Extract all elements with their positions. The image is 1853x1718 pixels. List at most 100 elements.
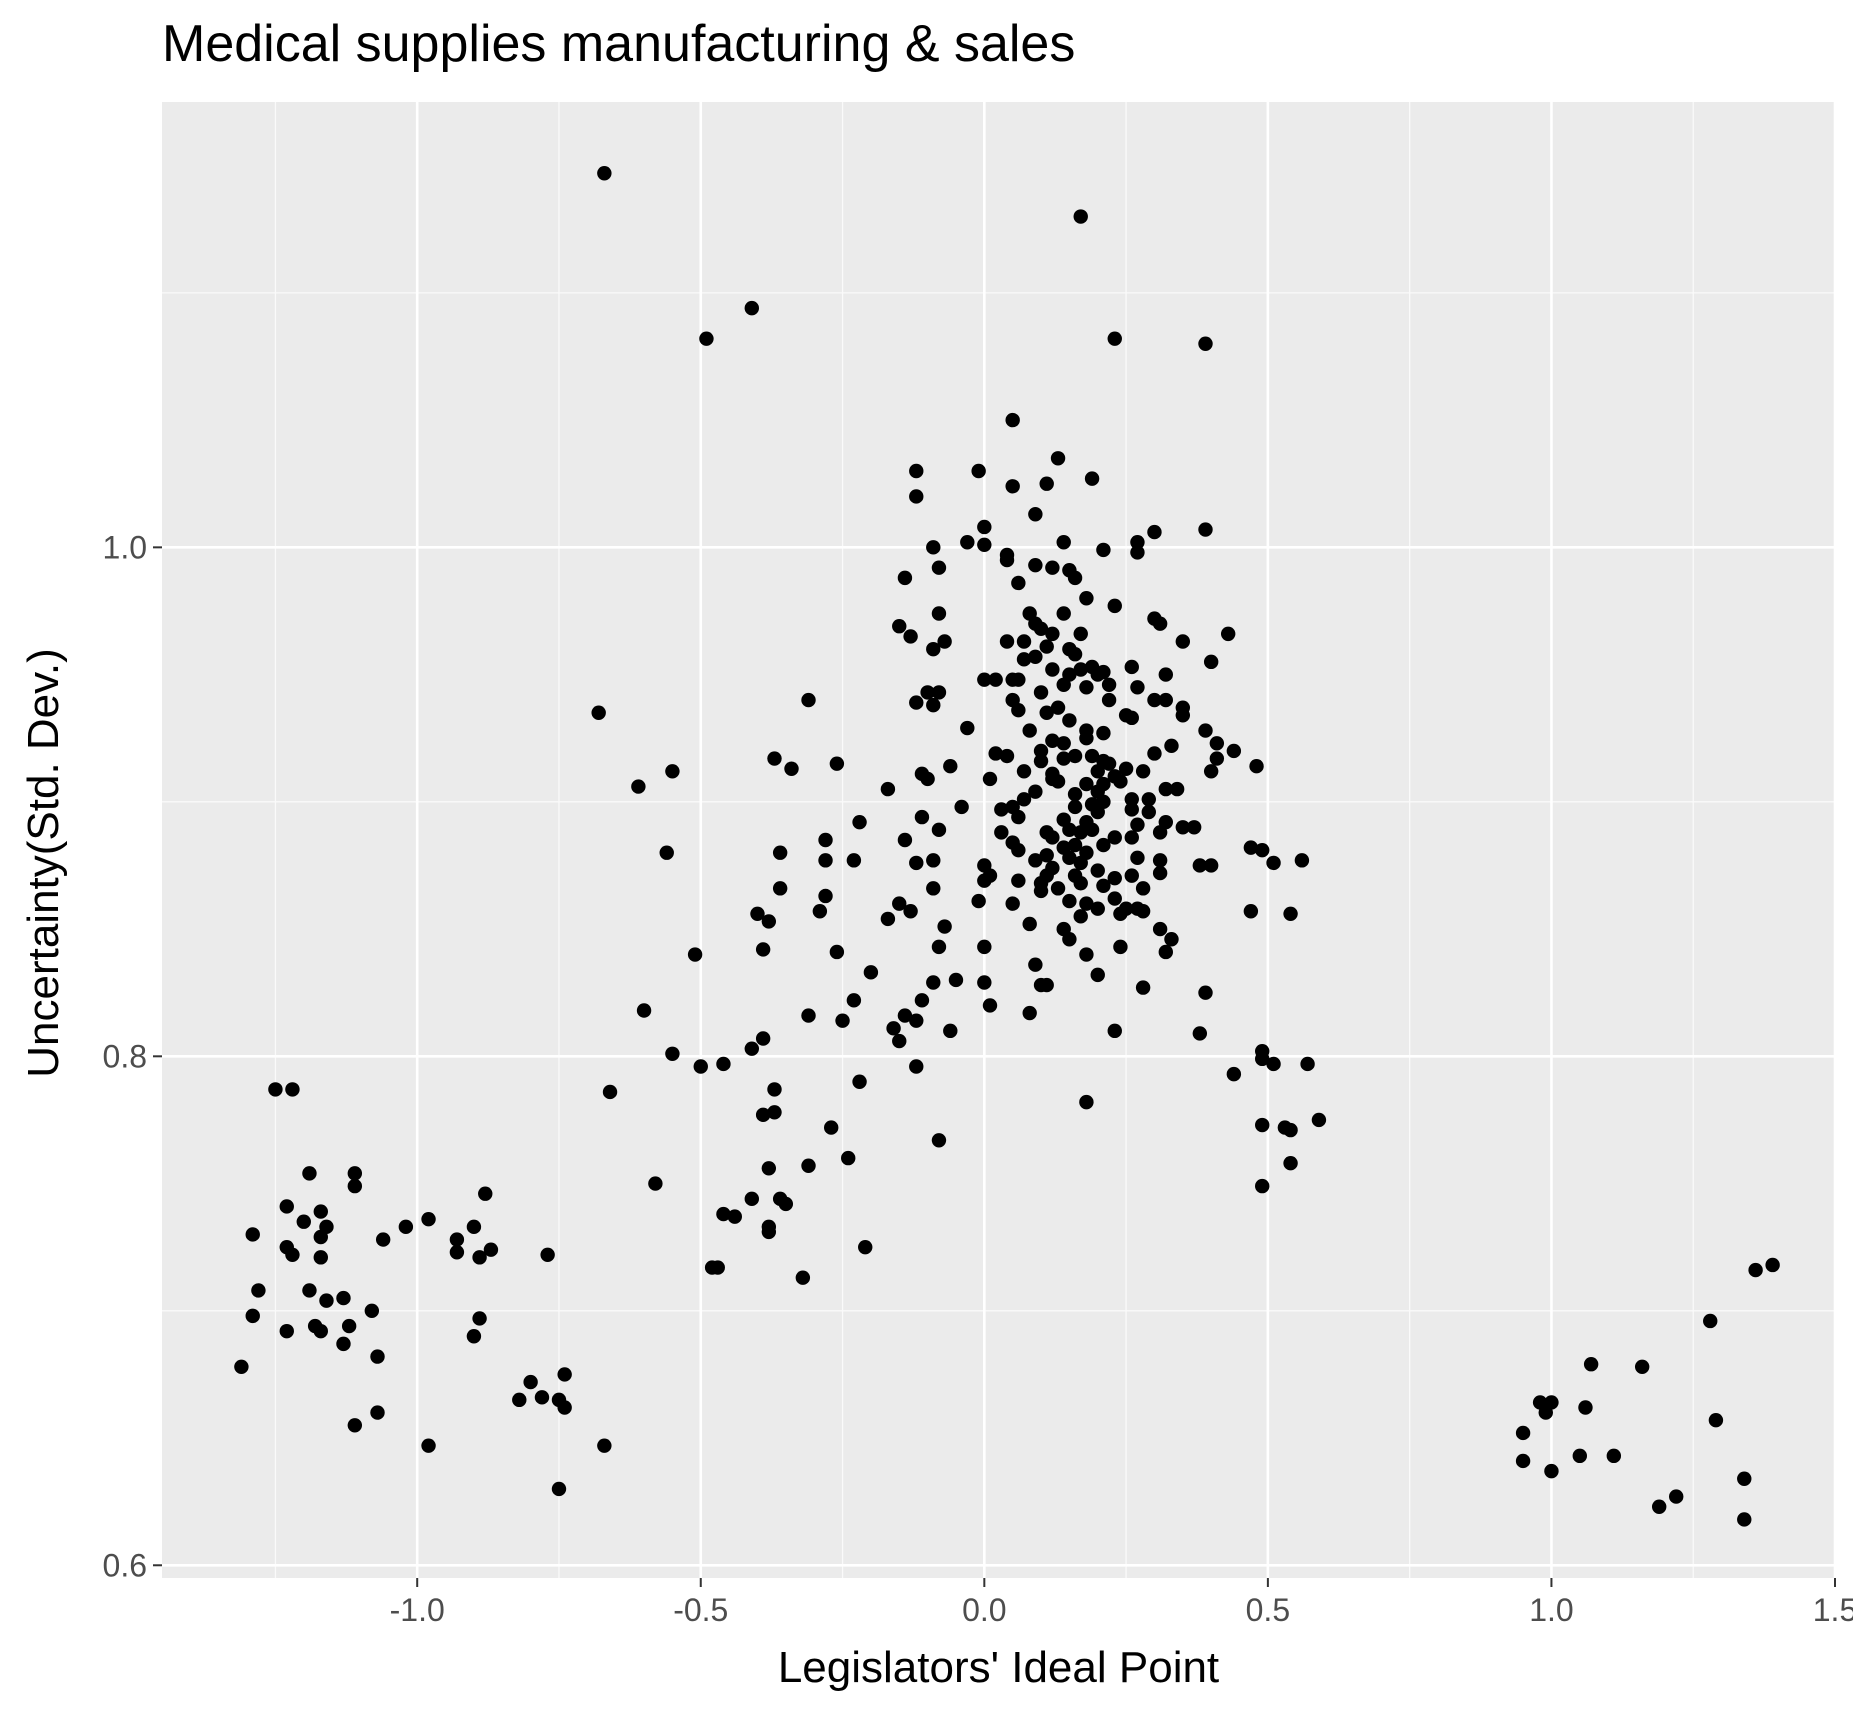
data-point bbox=[1039, 977, 1054, 993]
data-point bbox=[1079, 1094, 1094, 1110]
data-point bbox=[1209, 751, 1225, 766]
data-point bbox=[1028, 784, 1043, 799]
data-point bbox=[801, 1008, 816, 1023]
data-point bbox=[926, 540, 941, 555]
data-point bbox=[1243, 840, 1259, 855]
data-point bbox=[977, 873, 992, 888]
data-point bbox=[914, 993, 930, 1008]
data-point bbox=[903, 904, 918, 919]
data-point bbox=[313, 1250, 328, 1265]
data-point bbox=[1283, 1155, 1298, 1171]
data-point bbox=[1033, 743, 1049, 759]
data-point bbox=[897, 1008, 913, 1023]
data-point bbox=[1005, 896, 1020, 911]
data-point bbox=[336, 1336, 351, 1352]
data-point bbox=[931, 560, 947, 575]
x-tick-label: -1.0 bbox=[390, 1592, 445, 1628]
data-point bbox=[1056, 677, 1071, 692]
data-point bbox=[960, 720, 975, 736]
data-point bbox=[285, 1082, 300, 1097]
data-point bbox=[988, 746, 1003, 761]
data-point bbox=[1084, 748, 1100, 764]
data-point bbox=[398, 1219, 414, 1235]
data-point bbox=[540, 1247, 555, 1263]
data-point bbox=[1124, 792, 1139, 807]
data-point bbox=[597, 1438, 612, 1453]
plot-panel bbox=[162, 102, 1835, 1578]
data-point bbox=[1107, 830, 1122, 845]
data-point bbox=[778, 1196, 794, 1212]
data-point bbox=[1090, 901, 1105, 916]
data-point bbox=[1011, 672, 1026, 687]
data-point bbox=[313, 1229, 328, 1245]
data-point bbox=[977, 537, 992, 552]
data-point bbox=[1033, 685, 1049, 700]
data-point bbox=[761, 1224, 777, 1240]
data-point bbox=[1538, 1405, 1553, 1420]
data-point bbox=[1039, 705, 1054, 720]
data-point bbox=[347, 1166, 363, 1181]
data-point bbox=[1226, 743, 1242, 759]
data-point bbox=[937, 919, 952, 934]
data-point bbox=[1011, 703, 1026, 718]
data-point bbox=[1096, 837, 1111, 853]
data-point bbox=[1135, 980, 1151, 995]
y-tick-label: 0.8 bbox=[103, 1038, 147, 1074]
data-point bbox=[336, 1290, 351, 1306]
data-point bbox=[483, 1242, 499, 1257]
data-point bbox=[1634, 1359, 1650, 1374]
data-point bbox=[1583, 1357, 1599, 1372]
data-point bbox=[659, 845, 674, 860]
data-point bbox=[772, 881, 788, 896]
data-point bbox=[852, 1074, 867, 1089]
data-point bbox=[1130, 535, 1145, 550]
data-point bbox=[1062, 822, 1077, 838]
data-point bbox=[795, 1270, 811, 1285]
data-point bbox=[466, 1219, 482, 1235]
data-point bbox=[1515, 1453, 1531, 1469]
data-point bbox=[602, 1084, 618, 1100]
data-point bbox=[1028, 957, 1043, 972]
data-point bbox=[1090, 804, 1105, 820]
data-point bbox=[909, 855, 924, 871]
data-point bbox=[999, 748, 1015, 764]
data-point bbox=[1022, 916, 1037, 932]
data-point bbox=[472, 1250, 487, 1265]
data-point bbox=[1283, 1122, 1298, 1138]
data-point bbox=[693, 1059, 708, 1074]
data-point bbox=[1096, 725, 1111, 741]
data-point bbox=[648, 1176, 663, 1191]
data-point bbox=[1045, 830, 1060, 845]
data-point bbox=[812, 904, 828, 919]
data-point bbox=[1028, 507, 1043, 522]
y-tick-label: 0.6 bbox=[103, 1547, 147, 1583]
data-point bbox=[1016, 792, 1032, 807]
data-point bbox=[1765, 1257, 1780, 1273]
data-point bbox=[1073, 909, 1088, 924]
data-point bbox=[761, 914, 777, 929]
data-point bbox=[1079, 896, 1094, 911]
data-point bbox=[1073, 626, 1088, 642]
data-point bbox=[716, 1206, 731, 1222]
data-point bbox=[1130, 850, 1145, 866]
data-point bbox=[1158, 781, 1174, 797]
data-point bbox=[636, 1003, 652, 1018]
data-point bbox=[948, 972, 964, 988]
data-point bbox=[245, 1308, 260, 1324]
y-axis-label: Uncertainty(Std. Dev.) bbox=[19, 648, 68, 1078]
data-point bbox=[523, 1374, 538, 1390]
data-point bbox=[1067, 799, 1083, 815]
data-point bbox=[971, 463, 986, 479]
data-point bbox=[1203, 654, 1219, 670]
data-point bbox=[920, 771, 935, 787]
data-point bbox=[1300, 1056, 1315, 1072]
data-point bbox=[1152, 853, 1168, 868]
data-point bbox=[1011, 842, 1026, 858]
data-point bbox=[534, 1390, 550, 1405]
data-point bbox=[1572, 1448, 1587, 1464]
data-point bbox=[1062, 850, 1077, 866]
data-point bbox=[1073, 662, 1088, 677]
data-point bbox=[1005, 479, 1020, 494]
data-point bbox=[1169, 781, 1185, 797]
data-point bbox=[285, 1247, 300, 1263]
